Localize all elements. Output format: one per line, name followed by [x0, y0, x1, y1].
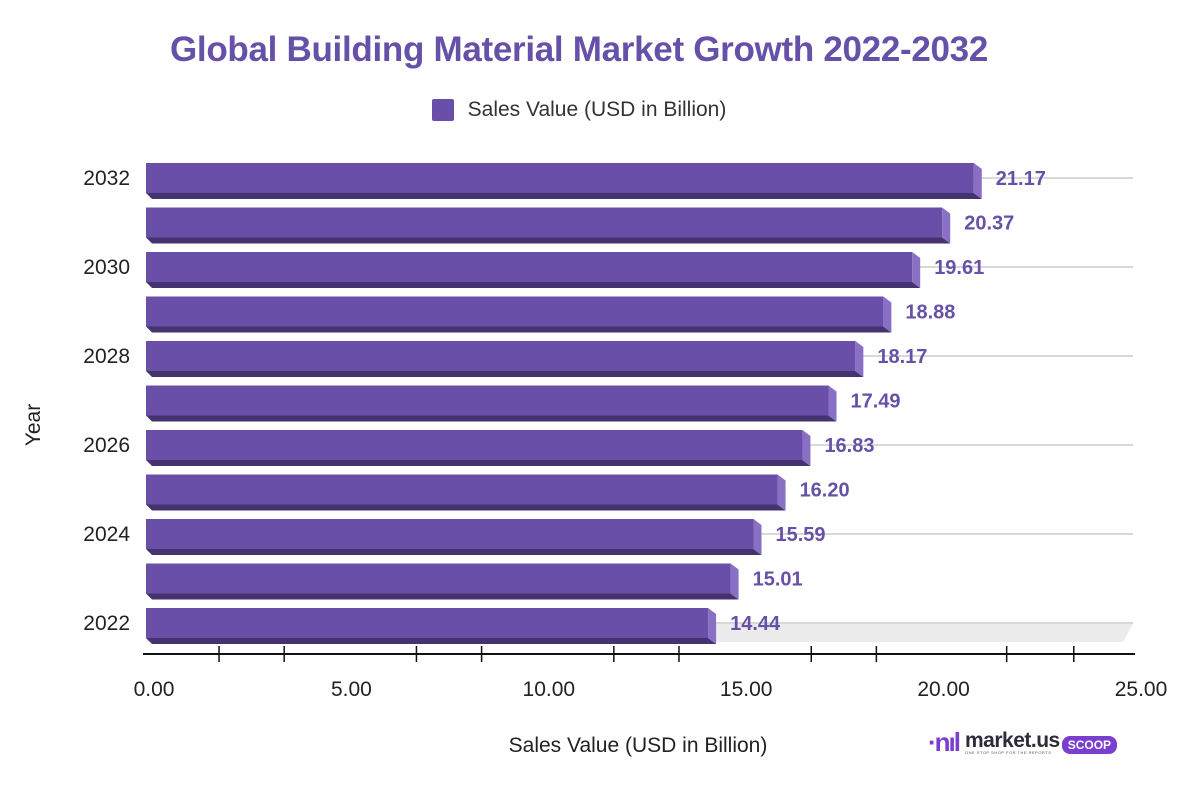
bar: [146, 252, 913, 282]
data-label: 15.01: [753, 569, 803, 591]
bar-side: [828, 385, 837, 422]
bar-shadow: [146, 638, 717, 644]
bar-side: [753, 519, 762, 555]
x-tick-label: 25.00: [1115, 678, 1168, 701]
bar-shadow: [146, 415, 837, 422]
y-tick-label: 2022: [83, 612, 130, 635]
legend-swatch: [431, 99, 454, 121]
legend-label: Sales Value (USD in Billion): [467, 98, 727, 121]
bar-shadow: [146, 593, 739, 600]
bar-side: [883, 296, 892, 333]
bar: [146, 163, 974, 193]
y-tick-label: 2032: [83, 167, 130, 190]
bar-shadow: [146, 237, 951, 244]
x-tick-label: 5.00: [331, 678, 372, 701]
data-label: 16.20: [800, 480, 850, 502]
brand-logo: ·nıl market.us ONE STOP SHOP FOR THE REP…: [928, 727, 1118, 758]
bar-side: [942, 207, 951, 244]
legend: Sales Value (USD in Billion): [0, 98, 1158, 122]
data-label: 16.83: [824, 435, 874, 457]
logo-name: market.us: [965, 729, 1060, 752]
data-label: 14.44: [730, 613, 781, 635]
bar-side: [912, 252, 921, 288]
bar-shadow: [146, 326, 892, 333]
bar: [146, 430, 803, 460]
bar-shadow: [146, 371, 864, 377]
bar: [146, 519, 754, 549]
x-axis-title: Sales Value (USD in Billion): [509, 734, 768, 757]
bar-side: [855, 341, 864, 377]
bar: [146, 385, 829, 416]
bar: [146, 207, 943, 238]
x-tick-label: 15.00: [720, 678, 773, 701]
y-tick-label: 2028: [83, 345, 130, 368]
data-label: 17.49: [851, 391, 901, 413]
bar-side: [973, 163, 982, 199]
bar: [146, 563, 731, 594]
y-tick-label: 2024: [83, 523, 130, 546]
y-tick-label: 2030: [83, 256, 130, 279]
logo-mark-icon: ·nıl: [928, 727, 961, 757]
y-tick-label: 2026: [83, 434, 130, 457]
bar: [146, 608, 709, 638]
bar-shadow: [146, 282, 921, 288]
bar-side: [802, 430, 811, 466]
x-tick-label: 20.00: [917, 678, 970, 701]
bar-side: [730, 563, 739, 600]
bar: [146, 341, 856, 371]
chart-title: Global Building Material Market Growth 2…: [169, 30, 989, 69]
bar-shadow: [146, 193, 982, 199]
bar-shadow: [146, 460, 811, 466]
bar-side: [777, 474, 786, 511]
x-tick-label: 0.00: [134, 678, 175, 701]
data-label: 15.59: [775, 524, 825, 546]
logo-badge: SCOOP: [1061, 735, 1118, 754]
logo-tagline: ONE STOP SHOP FOR THE REPORTS: [965, 750, 1052, 755]
bar: [146, 296, 884, 327]
x-tick-label: 10.00: [523, 678, 576, 701]
data-label: 20.37: [964, 213, 1014, 235]
bar-side: [708, 608, 717, 644]
bar-shadow: [146, 504, 786, 511]
data-label: 18.17: [877, 346, 927, 368]
data-label: 18.88: [905, 302, 955, 324]
y-axis-title: Year: [22, 404, 45, 446]
bar-shadow: [146, 549, 762, 555]
data-label: 21.17: [996, 168, 1046, 190]
bar: [146, 474, 778, 505]
data-label: 19.61: [934, 257, 984, 279]
